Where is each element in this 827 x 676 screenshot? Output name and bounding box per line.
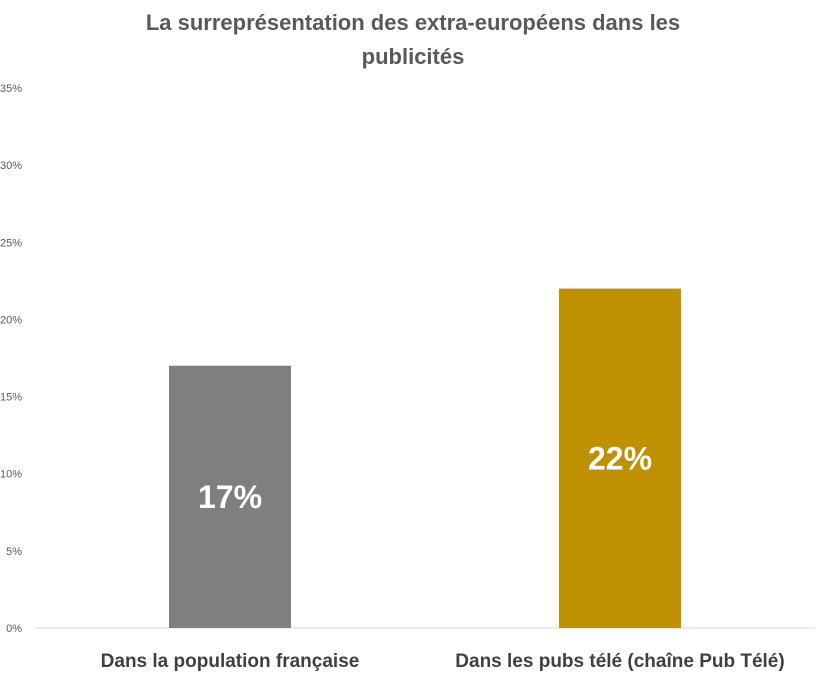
data-labels: 17% 22% xyxy=(198,440,652,515)
y-tick-label: 20% xyxy=(0,314,22,326)
bar-2 xyxy=(559,288,681,628)
y-tick-label: 25% xyxy=(0,237,22,249)
x-axis: Dans la population française Dans les pub… xyxy=(101,651,785,672)
bar-data-label: 22% xyxy=(588,440,652,476)
y-tick-label: 35% xyxy=(0,83,22,95)
x-category-label: Dans les pubs télé (chaîne Pub Télé) xyxy=(455,651,784,672)
x-category-label: Dans la population française xyxy=(101,651,360,672)
y-tick-label: 15% xyxy=(0,392,22,404)
bar-data-label: 17% xyxy=(198,479,262,515)
y-tick-label: 30% xyxy=(0,160,22,172)
y-tick-label: 10% xyxy=(0,469,22,481)
y-tick-label: 0% xyxy=(6,623,22,635)
y-axis: 0% 5% 10% 15% 20% 25% 30% 35% xyxy=(0,83,22,635)
y-tick-label: 5% xyxy=(6,546,22,558)
chart-title: La surreprésentation des extra-européens… xyxy=(146,10,680,69)
chart-title-line-1: La surreprésentation des extra-européens… xyxy=(146,10,680,35)
chart-title-line-2: publicités xyxy=(362,44,465,69)
bar-series xyxy=(169,288,681,628)
bar-1 xyxy=(169,365,291,628)
